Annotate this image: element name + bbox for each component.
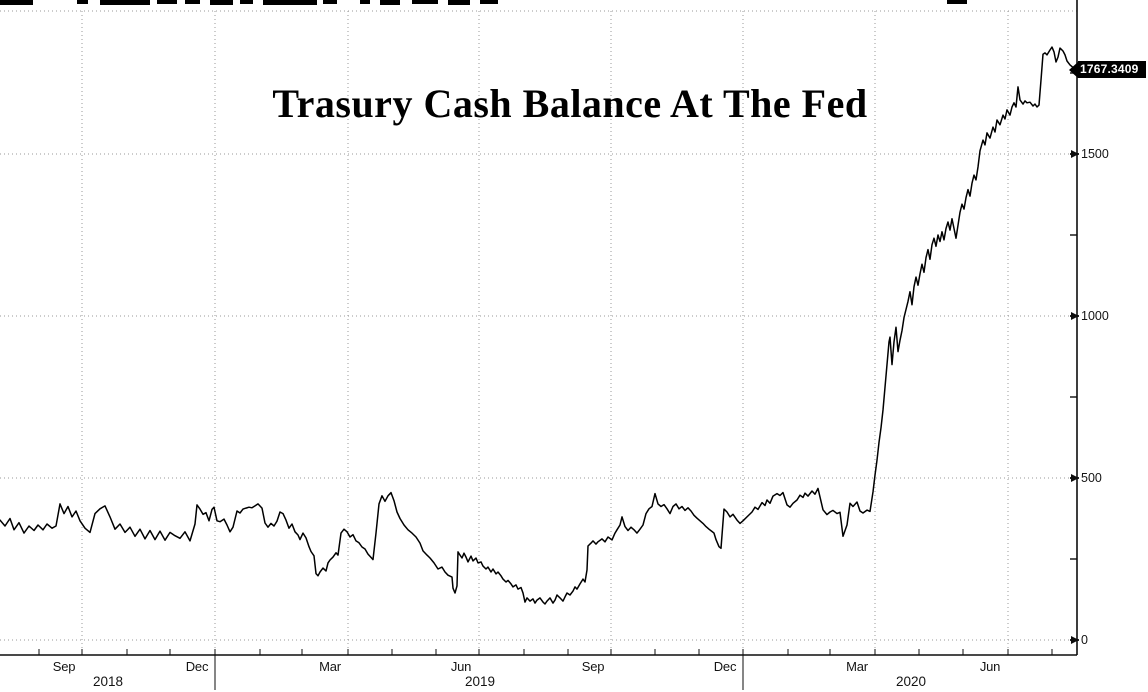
y-tick-value: 1500: [1081, 147, 1109, 161]
cropped-top-fragment: [100, 0, 150, 5]
chart-title: Trasury Cash Balance At The Fed: [272, 81, 868, 126]
y-tick-label-500: 500: [1071, 470, 1102, 486]
cropped-top-fragment: [240, 0, 253, 4]
y-tick-label-1000: 1000: [1071, 308, 1109, 324]
cropped-top-fragment: [448, 0, 470, 5]
x-month-label: Mar: [846, 659, 868, 674]
y-tick-label-1500: 1500: [1071, 146, 1109, 162]
y-tick-value: 0: [1081, 633, 1088, 647]
x-month-label: Dec: [185, 659, 209, 674]
last-value-label: 1767.3409: [1069, 61, 1146, 78]
x-month-label: Dec: [713, 659, 737, 674]
cropped-top-fragment: [412, 0, 438, 4]
x-month-label: Sep: [52, 659, 76, 674]
y-tick-label-0: 0: [1071, 632, 1088, 648]
x-month-label: Mar: [319, 659, 341, 674]
y-tick-arrow-icon: [1071, 312, 1079, 320]
x-year-label: 2018: [92, 674, 124, 689]
cropped-top-fragment: [0, 0, 33, 5]
cropped-top-fragment: [77, 0, 88, 4]
x-month-label: Sep: [581, 659, 605, 674]
x-month-label: Jun: [979, 659, 1001, 674]
last-value-text: 1767.3409: [1078, 61, 1146, 78]
y-tick-value: 500: [1081, 471, 1102, 485]
y-tick-value: 1000: [1081, 309, 1109, 323]
treasury-cash-balance-line: [0, 46, 1074, 605]
cropped-top-fragment: [360, 0, 370, 4]
cropped-top-fragment: [263, 0, 317, 5]
last-value-left-arrow-icon: [1069, 61, 1078, 78]
cropped-top-fragment: [323, 0, 337, 4]
cropped-top-fragment: [185, 0, 200, 4]
cropped-top-fragment: [380, 0, 400, 5]
y-tick-arrow-icon: [1071, 636, 1079, 644]
x-year-label: 2020: [895, 674, 927, 689]
cropped-top-fragment: [480, 0, 498, 4]
y-tick-arrow-icon: [1071, 150, 1079, 158]
cropped-top-fragment: [157, 0, 177, 4]
cropped-top-fragment: [210, 0, 233, 5]
x-month-label: Jun: [450, 659, 472, 674]
y-tick-arrow-icon: [1071, 474, 1079, 482]
cropped-top-fragment: [947, 0, 967, 4]
x-year-label: 2019: [464, 674, 496, 689]
